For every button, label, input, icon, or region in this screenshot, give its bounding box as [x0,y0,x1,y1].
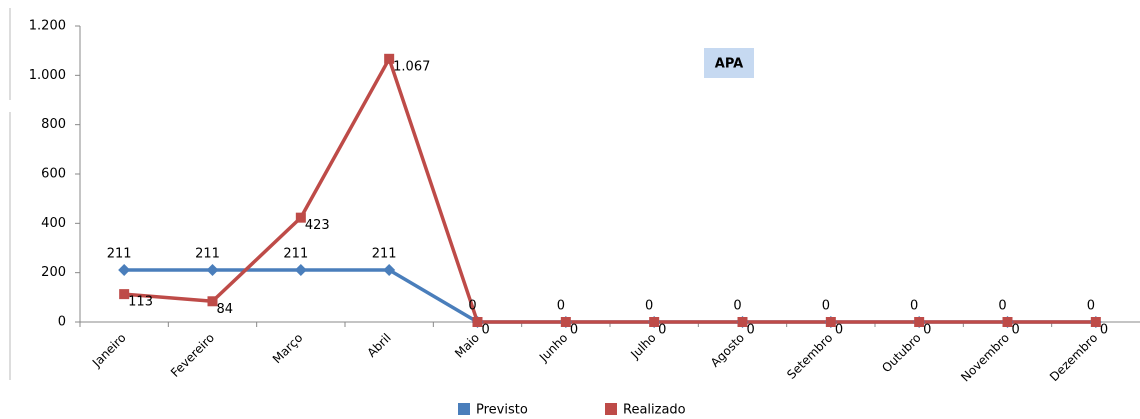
data-label: 0 [1100,323,1108,338]
data-label: 0 [998,299,1006,314]
data-label: 0 [822,299,830,314]
y-tick-label: 1.000 [29,68,66,83]
y-tick-label: 0 [58,315,66,330]
data-label: 0 [747,323,755,338]
marker [206,263,219,276]
marker [295,212,306,223]
marker [119,289,130,300]
legend-swatch [605,403,617,415]
legend-label: Realizado [623,403,686,418]
x-tick-label: Maio [452,331,482,361]
x-tick-label: Janeiro [89,331,129,371]
data-label: 0 [1087,299,1095,314]
marker [472,317,483,327]
marker [1090,317,1101,327]
data-label: 0 [835,323,843,338]
y-tick-label: 800 [41,117,66,132]
marker [384,53,395,64]
x-tick-label: Fevereiro [168,331,217,380]
marker [207,296,218,307]
data-label: 423 [305,218,330,233]
marker [737,317,748,327]
data-label: 113 [128,295,153,310]
series-line [124,57,1096,324]
series-line [124,268,1096,324]
marker [1002,317,1013,327]
x-tick-label: Outubro [879,331,924,376]
marker [383,263,396,276]
data-label: 211 [283,246,308,261]
data-label: 84 [217,302,234,317]
y-tick-label: 400 [41,216,66,231]
x-tick-label: Dezembro [1047,331,1100,384]
y-tick-label: 600 [41,167,66,182]
x-tick-label: Agosto [708,331,747,370]
data-label: 0 [923,323,931,338]
data-label: 211 [195,246,220,261]
data-label: 211 [372,246,397,261]
x-tick-label: Março [270,331,306,367]
marker [825,317,836,327]
data-label: 211 [107,246,132,261]
x-tick-label: Setembro [784,331,835,382]
data-label: 0 [645,299,653,314]
data-label: 0 [570,323,578,338]
x-tick-label: Julho [627,331,658,362]
data-label: 0 [733,299,741,314]
data-label: 0 [658,323,666,338]
marker [118,263,131,276]
x-tick-label: Novembro [958,331,1012,385]
legend-swatch [458,403,470,415]
y-tick-label: 200 [41,265,66,280]
y-tick-label: 1.200 [29,19,66,34]
marker [914,317,925,327]
marker [560,317,571,327]
data-label: 1.067 [393,59,430,74]
x-tick-label: Junho [536,331,570,365]
data-label: 0 [557,299,565,314]
marker [294,263,307,276]
marker [649,317,660,327]
data-label: 0 [482,323,490,338]
data-label: 0 [468,299,476,314]
data-label: 0 [1012,323,1020,338]
chart-title: APA [715,57,743,72]
title-box [704,48,754,78]
x-tick-label: Abril [364,331,393,360]
legend-label: Previsto [476,403,528,418]
data-label: 0 [910,299,918,314]
